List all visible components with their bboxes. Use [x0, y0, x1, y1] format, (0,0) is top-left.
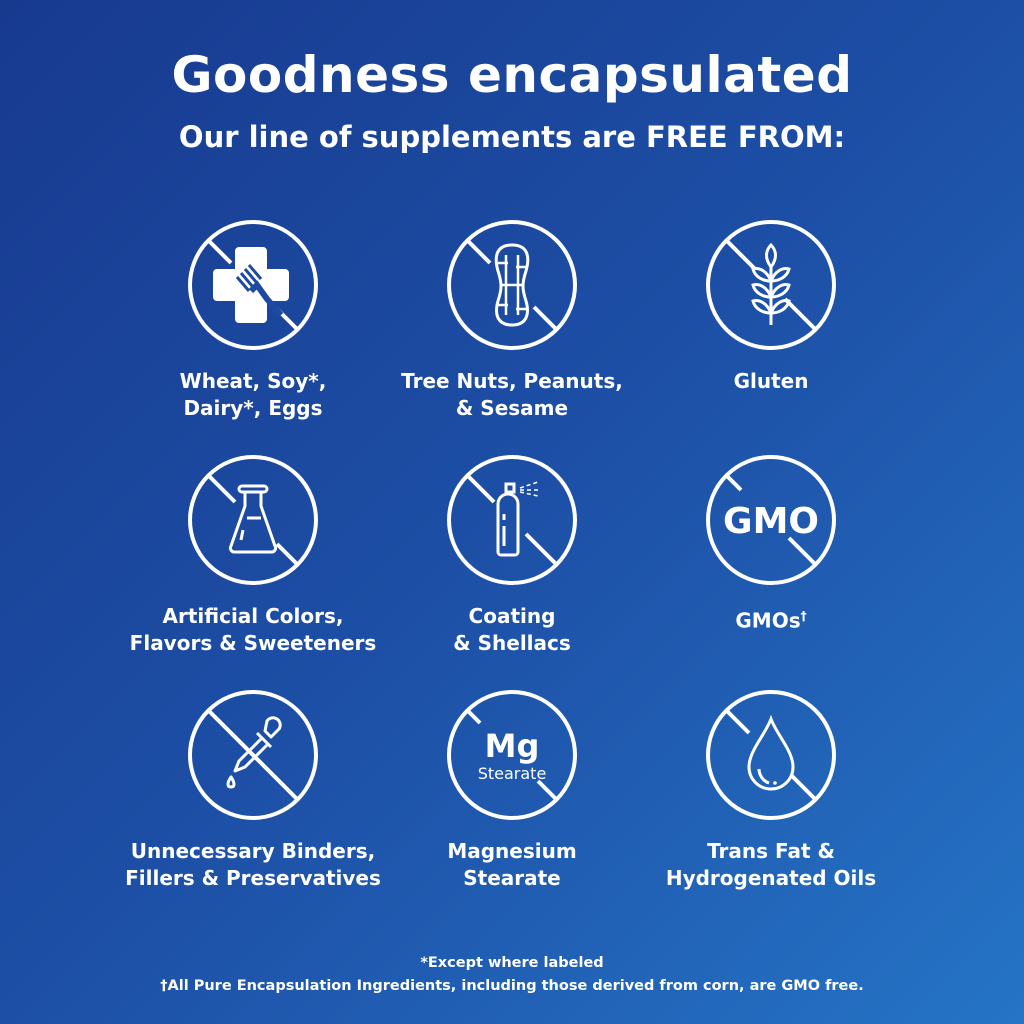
spray-can-icon — [447, 455, 577, 585]
item-magnesium-stearate: Mg Stearate Magnesium Stearate — [362, 688, 662, 892]
item-gmos: GMO GMOs† — [621, 453, 921, 635]
flask-icon — [188, 455, 318, 585]
peanut-icon — [447, 220, 577, 350]
item-wheat-soy-dairy-eggs: Wheat, Soy*, Dairy*, Eggs — [103, 218, 403, 422]
oil-drop-icon — [706, 690, 836, 820]
svg-text:Stearate: Stearate — [478, 764, 547, 783]
item-binders-fillers: Unnecessary Binders, Fillers & Preservati… — [103, 688, 403, 892]
item-trans-fat: Trans Fat & Hydrogenated Oils — [621, 688, 921, 892]
svg-text:GMO: GMO — [723, 501, 819, 542]
item-nuts-peanuts-sesame: Tree Nuts, Peanuts, & Sesame — [362, 218, 662, 422]
allergen-fork-cross-icon — [188, 220, 318, 350]
item-coating-shellacs: Coating & Shellacs — [362, 453, 662, 657]
wheat-icon — [706, 220, 836, 350]
svg-text:Mg: Mg — [485, 727, 540, 765]
footnote-except-labeled: *Except where labeled — [420, 955, 604, 971]
footnote-gmo-free: †All Pure Encapsulation Ingredients, inc… — [160, 978, 864, 994]
item-gluten: Gluten — [621, 218, 921, 395]
dropper-icon — [188, 690, 318, 820]
page-title: Goodness encapsulated — [171, 46, 853, 104]
item-artificial-colors: Artificial Colors, Flavors & Sweeteners — [103, 453, 403, 657]
gmo-icon: GMO — [706, 455, 836, 585]
page-subtitle: Our line of supplements are FREE FROM: — [178, 120, 846, 154]
mg-stearate-icon: Mg Stearate — [447, 690, 577, 820]
